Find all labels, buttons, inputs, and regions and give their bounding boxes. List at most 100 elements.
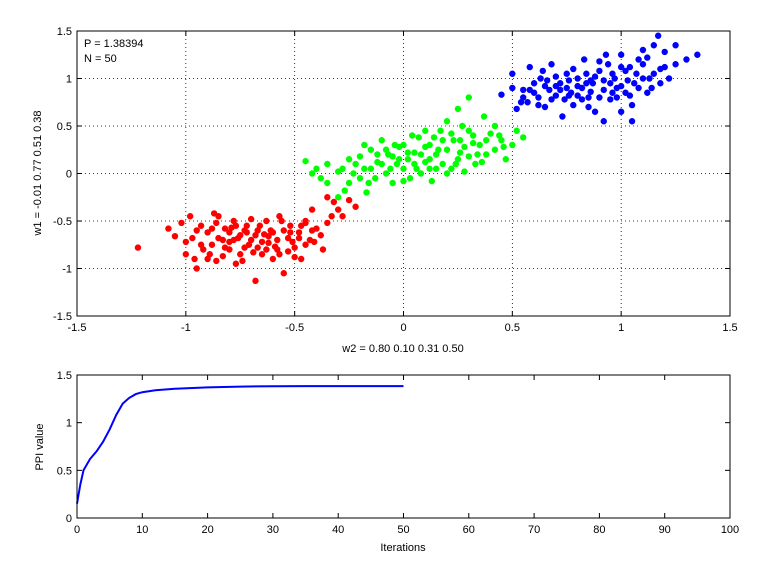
scatter-point-cluster-3 <box>543 77 551 84</box>
scatter-point-cluster-3 <box>541 103 549 111</box>
scatter-point-cluster-2 <box>422 127 429 134</box>
scatter-x-tick-label: -1 <box>181 322 191 334</box>
line-x-tick-label: 70 <box>528 524 540 536</box>
scatter-point-cluster-2 <box>411 160 418 168</box>
scatter-point-cluster-3 <box>694 51 701 58</box>
scatter-point-cluster-1 <box>206 251 213 258</box>
scatter-point-cluster-1 <box>245 241 253 248</box>
scatter-point-cluster-2 <box>324 160 331 168</box>
scatter-point-cluster-1 <box>193 227 200 234</box>
scatter-point-cluster-3 <box>535 101 542 109</box>
scatter-point-cluster-2 <box>450 137 457 144</box>
scatter-point-cluster-1 <box>197 241 205 248</box>
scatter-point-cluster-2 <box>478 158 486 166</box>
annotation-p-value: P = 1.38394 <box>84 38 143 50</box>
scatter-point-cluster-3 <box>548 96 555 103</box>
scatter-point-cluster-1 <box>280 270 287 277</box>
scatter-point-cluster-2 <box>400 141 407 149</box>
scatter-point-cluster-3 <box>600 77 607 84</box>
scatter-point-cluster-2 <box>465 127 472 134</box>
scatter-point-cluster-2 <box>345 179 353 187</box>
scatter-point-cluster-3 <box>585 94 592 101</box>
scatter-point-cluster-2 <box>513 127 520 134</box>
scatter-point-cluster-2 <box>378 160 385 168</box>
scatter-point-cluster-1 <box>239 257 246 265</box>
scatter-point-cluster-3 <box>596 67 603 75</box>
scatter-point-cluster-3 <box>628 118 636 125</box>
scatter-point-cluster-2 <box>435 146 442 153</box>
scatter-point-cluster-2 <box>459 122 466 130</box>
scatter-ticks <box>76 30 731 317</box>
scatter-point-cluster-1 <box>271 243 279 250</box>
scatter-point-cluster-3 <box>617 63 625 71</box>
scatter-point-cluster-2 <box>417 170 425 177</box>
line-y-tick-label: 1 <box>66 418 72 430</box>
scatter-point-cluster-3 <box>672 42 679 49</box>
scatter-point-cluster-3 <box>552 92 560 99</box>
scatter-point-cluster-3 <box>672 61 679 68</box>
scatter-point-cluster-3 <box>622 67 629 75</box>
scatter-point-cluster-2 <box>382 170 390 177</box>
scatter-point-cluster-1 <box>339 213 346 220</box>
scatter-point-cluster-3 <box>644 54 651 61</box>
scatter-point-cluster-1 <box>263 246 270 253</box>
scatter-point-cluster-1 <box>311 238 318 246</box>
scatter-point-cluster-2 <box>432 165 440 172</box>
line-x-tick-label: 20 <box>201 524 213 536</box>
scatter-point-cluster-1 <box>256 222 264 229</box>
scatter-point-cluster-3 <box>600 118 607 125</box>
scatter-point-cluster-2 <box>439 160 446 168</box>
scatter-point-cluster-1 <box>191 255 198 263</box>
scatter-point-cluster-3 <box>563 84 570 92</box>
scatter-point-cluster-1 <box>186 213 194 220</box>
scatter-y-tick-label: 1.5 <box>57 26 72 38</box>
scatter-point-cluster-2 <box>387 165 394 172</box>
scatter-point-cluster-3 <box>607 80 614 87</box>
scatter-point-cluster-2 <box>409 132 416 139</box>
scatter-point-cluster-1 <box>284 248 292 255</box>
scatter-point-cluster-3 <box>644 89 651 96</box>
scatter-point-cluster-1 <box>221 225 229 232</box>
line-x-tick-label: 100 <box>721 524 739 536</box>
scatter-point-cluster-2 <box>520 134 527 141</box>
scatter-point-cluster-3 <box>561 96 568 103</box>
scatter-point-cluster-3 <box>661 48 668 56</box>
scatter-point-cluster-3 <box>602 51 610 58</box>
scatter-point-cluster-3 <box>535 94 542 101</box>
scatter-point-cluster-3 <box>657 80 664 87</box>
scatter-point-cluster-2 <box>456 137 464 144</box>
line-axes-background <box>77 375 730 518</box>
scatter-y-tick-label: -1.5 <box>53 311 72 323</box>
scatter-y-tick-labels: -1.5 -1 -0.5 0 0.5 1 1.5 <box>53 26 72 323</box>
scatter-point-cluster-3 <box>520 86 527 94</box>
scatter-point-cluster-1 <box>328 213 335 220</box>
scatter-point-cluster-2 <box>339 165 346 172</box>
scatter-y-tick-label: 0 <box>66 169 72 181</box>
ppi-series-line <box>76 385 404 504</box>
scatter-point-cluster-2 <box>374 151 381 158</box>
scatter-point-cluster-2 <box>498 137 505 144</box>
scatter-point-cluster-3 <box>559 113 566 120</box>
scatter-point-cluster-3 <box>563 70 570 77</box>
scatter-point-cluster-2 <box>367 146 375 153</box>
scatter-point-cluster-1 <box>330 198 338 206</box>
scatter-point-cluster-2 <box>480 113 488 120</box>
scatter-point-cluster-2 <box>474 151 481 158</box>
scatter-point-cluster-2 <box>365 179 372 187</box>
scatter-point-cluster-3 <box>517 99 525 106</box>
scatter-point-cluster-2 <box>350 170 357 177</box>
scatter-point-cluster-2 <box>313 165 320 172</box>
scatter-point-cluster-1 <box>295 229 303 236</box>
scatter-point-cluster-3 <box>650 42 658 49</box>
scatter-point-cluster-1 <box>213 219 220 227</box>
scatter-x-tick-label: -1.5 <box>68 322 87 334</box>
scatter-point-cluster-2 <box>428 177 435 185</box>
scatter-point-cluster-1 <box>219 252 227 260</box>
scatter-point-cluster-2 <box>461 168 468 175</box>
scatter-point-cluster-2 <box>469 139 477 147</box>
scatter-point-cluster-3 <box>611 75 618 82</box>
scatter-point-cluster-1 <box>171 233 179 240</box>
scatter-point-cluster-1 <box>208 225 216 232</box>
scatter-point-cluster-1 <box>204 255 211 263</box>
line-x-tick-label: 40 <box>332 524 344 536</box>
